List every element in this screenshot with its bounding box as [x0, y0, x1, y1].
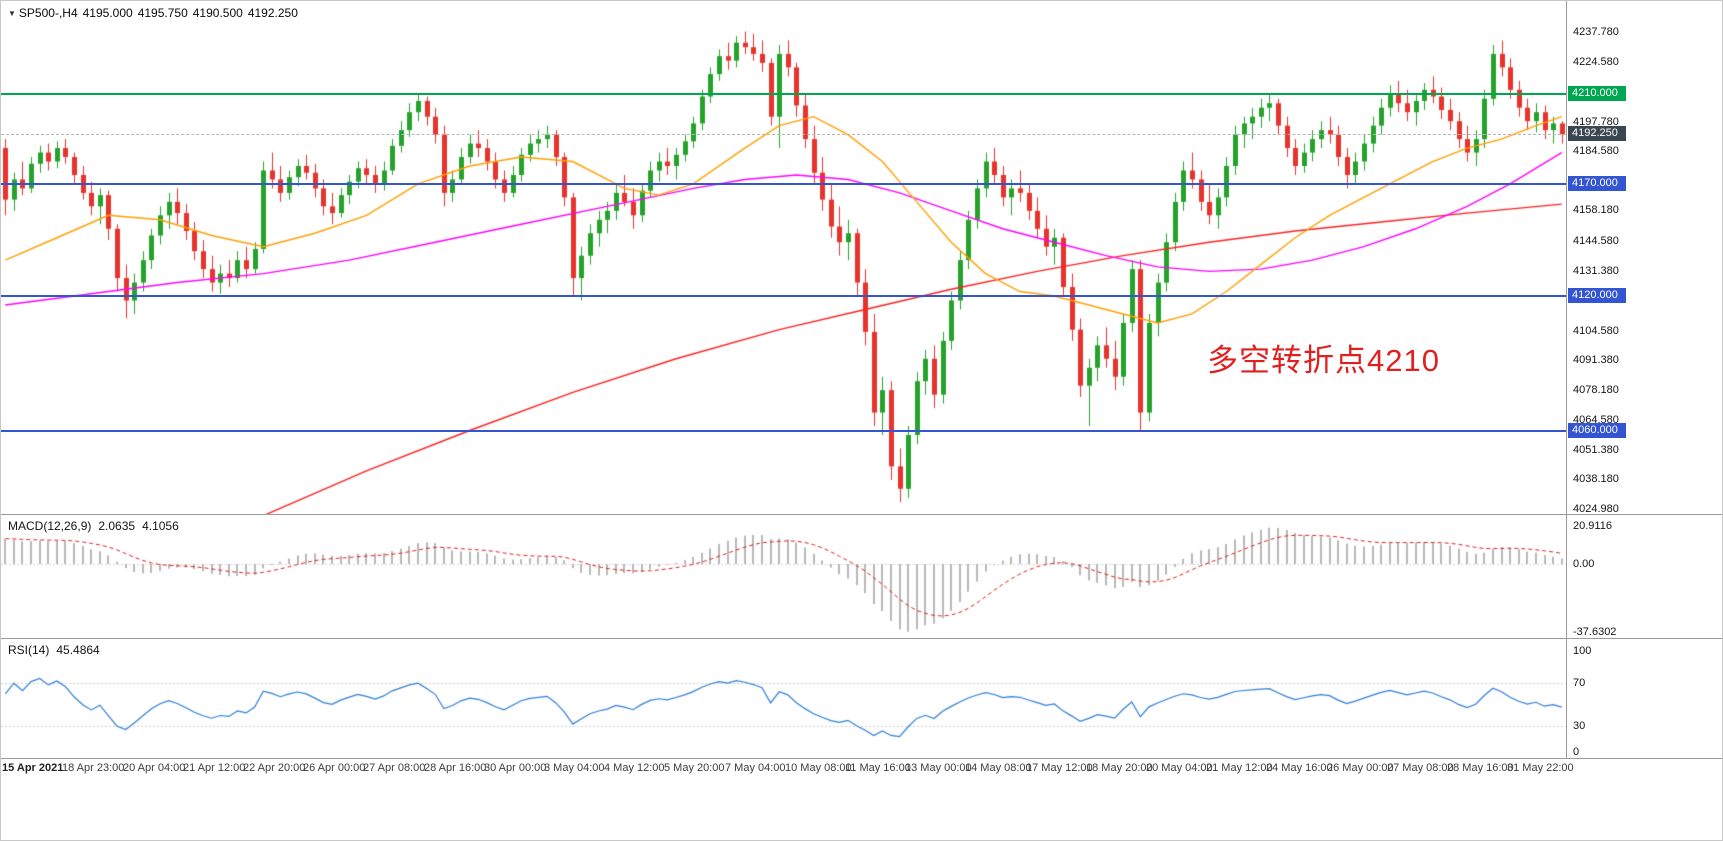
- horizontal-level-line-4060[interactable]: [1, 429, 1566, 432]
- time-label: 10 May 08:00: [785, 762, 852, 774]
- macd-name: MACD(12,26,9): [8, 519, 92, 533]
- price-tick: 4091.380: [1573, 354, 1619, 367]
- symbol-dropdown-icon[interactable]: ▼: [8, 9, 16, 18]
- price-level-badge-4060: 4060.000: [1568, 422, 1626, 438]
- price-tick: 4144.580: [1573, 234, 1619, 247]
- time-label: 20 Apr 04:00: [123, 762, 186, 774]
- panel-separator-main-macd[interactable]: [1, 514, 1722, 515]
- price-tick: 4078.180: [1573, 383, 1619, 396]
- time-label: 11 May 16:00: [845, 762, 911, 774]
- quote-close: 4192.250: [247, 6, 298, 20]
- price-tick: 4024.980: [1573, 503, 1619, 515]
- time-label: 4 May 12:00: [604, 762, 665, 774]
- horizontal-level-line-4170[interactable]: [1, 182, 1566, 185]
- time-label: 28 Apr 16:00: [424, 762, 487, 774]
- rsi-scale-tick: 30: [1573, 719, 1586, 732]
- price-tick: 4131.380: [1573, 264, 1619, 277]
- price-level-badge-4210: 4210.000: [1568, 86, 1626, 102]
- horizontal-level-line-4210[interactable]: [1, 93, 1566, 96]
- time-label: 14 May 08:00: [965, 762, 1032, 774]
- time-label: 7 May 04:00: [725, 762, 786, 774]
- symbol-timeframe-label: SP500-,H4: [18, 6, 78, 20]
- time-label: 21 Apr 12:00: [183, 762, 246, 774]
- time-label: 18 May 20:00: [1086, 762, 1153, 774]
- quote-open: 4195.000: [82, 6, 133, 20]
- macd-indicator-label: MACD(12,26,9) 2.0635 4.1056: [8, 519, 179, 533]
- time-label: 26 May 00:00: [1327, 762, 1394, 774]
- time-label: 3 May 04:00: [544, 762, 605, 774]
- price-tick: 4237.780: [1573, 26, 1619, 38]
- chart-text-annotation[interactable]: 多空转折点4210: [1207, 343, 1440, 378]
- price-tick: 4184.580: [1573, 145, 1619, 158]
- time-label: 31 May 22:00: [1507, 762, 1574, 774]
- time-label: 28 May 16:00: [1447, 762, 1514, 774]
- rsi-indicator-label: RSI(14) 45.4864: [8, 643, 100, 657]
- horizontal-level-line-4120[interactable]: [1, 295, 1566, 298]
- price-tick: 4051.380: [1573, 443, 1619, 456]
- last-price-line: [1, 134, 1566, 136]
- time-label: 20 May 04:00: [1146, 762, 1213, 774]
- time-label: 15 Apr 2021: [2, 762, 64, 774]
- price-level-badge-4120: 4120.000: [1568, 288, 1626, 304]
- rsi-scale-tick: 100: [1573, 645, 1592, 657]
- panel-separator-time-axis[interactable]: [1, 758, 1722, 759]
- price-tick: 4158.180: [1573, 204, 1619, 217]
- time-label: 26 Apr 00:00: [303, 762, 366, 774]
- rsi-scale-tick: 70: [1573, 677, 1586, 690]
- time-label: 24 May 16:00: [1266, 762, 1333, 774]
- time-label: 27 May 08:00: [1387, 762, 1454, 774]
- quote-high: 4195.750: [137, 6, 188, 20]
- rsi-scale-tick: 0: [1573, 746, 1580, 758]
- time-label: 5 May 20:00: [664, 762, 725, 774]
- price-tick: 4104.580: [1573, 324, 1619, 337]
- macd-scale-tick: -37.6302: [1573, 626, 1617, 639]
- rsi-name: RSI(14): [8, 643, 50, 657]
- time-label: 13 May 00:00: [905, 762, 972, 774]
- price-level-badge-4170: 4170.000: [1568, 175, 1626, 191]
- time-label: 17 May 12:00: [1026, 762, 1093, 774]
- time-label: 22 Apr 20:00: [243, 762, 306, 774]
- macd-scale-tick: 20.9116: [1573, 520, 1612, 532]
- quote-low: 4190.500: [192, 6, 243, 20]
- price-tick: 4038.180: [1573, 473, 1619, 486]
- price-tick: 4224.580: [1573, 55, 1619, 68]
- macd-scale-tick: 0.00: [1573, 558, 1595, 570]
- last-price-badge: 4192.250: [1568, 126, 1626, 142]
- time-label: 27 Apr 08:00: [363, 762, 426, 774]
- time-label: 21 May 12:00: [1206, 762, 1273, 774]
- price-tick: 4197.780: [1573, 115, 1619, 128]
- price-scale-border: [1566, 1, 1567, 758]
- time-label: 18 Apr 23:00: [62, 762, 125, 774]
- macd-main-value: 2.0635: [98, 519, 136, 533]
- panel-separator-macd-rsi[interactable]: [1, 638, 1722, 639]
- time-label: 30 Apr 00:00: [484, 762, 547, 774]
- rsi-value: 45.4864: [56, 643, 100, 657]
- macd-signal-value: 4.1056: [142, 519, 179, 533]
- chart-symbol-header: ▼ SP500-,H4 4195.000 4195.750 4190.500 4192.2…: [8, 6, 298, 20]
